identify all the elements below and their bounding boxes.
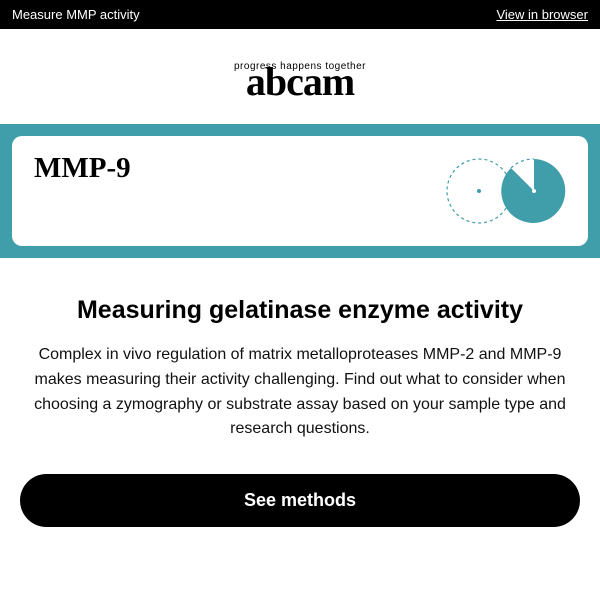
- logo-tagline: progress happens together: [234, 61, 366, 72]
- mmp9-graphic-icon: [439, 151, 574, 231]
- hero-section: MMP-9: [0, 124, 600, 258]
- hero-card: MMP-9: [12, 136, 588, 246]
- logo-area: progress happens together abcam: [0, 29, 600, 124]
- see-methods-button[interactable]: See methods: [20, 474, 580, 527]
- content-body: Complex in vivo regulation of matrix met…: [18, 343, 582, 442]
- top-bar: Measure MMP activity View in browser: [0, 0, 600, 29]
- preheader-text: Measure MMP activity: [12, 7, 140, 22]
- content-heading: Measuring gelatinase enzyme activity: [18, 296, 582, 325]
- view-in-browser-link[interactable]: View in browser: [496, 7, 588, 22]
- content-section: Measuring gelatinase enzyme activity Com…: [0, 258, 600, 555]
- brand-logo[interactable]: progress happens together abcam: [234, 57, 366, 102]
